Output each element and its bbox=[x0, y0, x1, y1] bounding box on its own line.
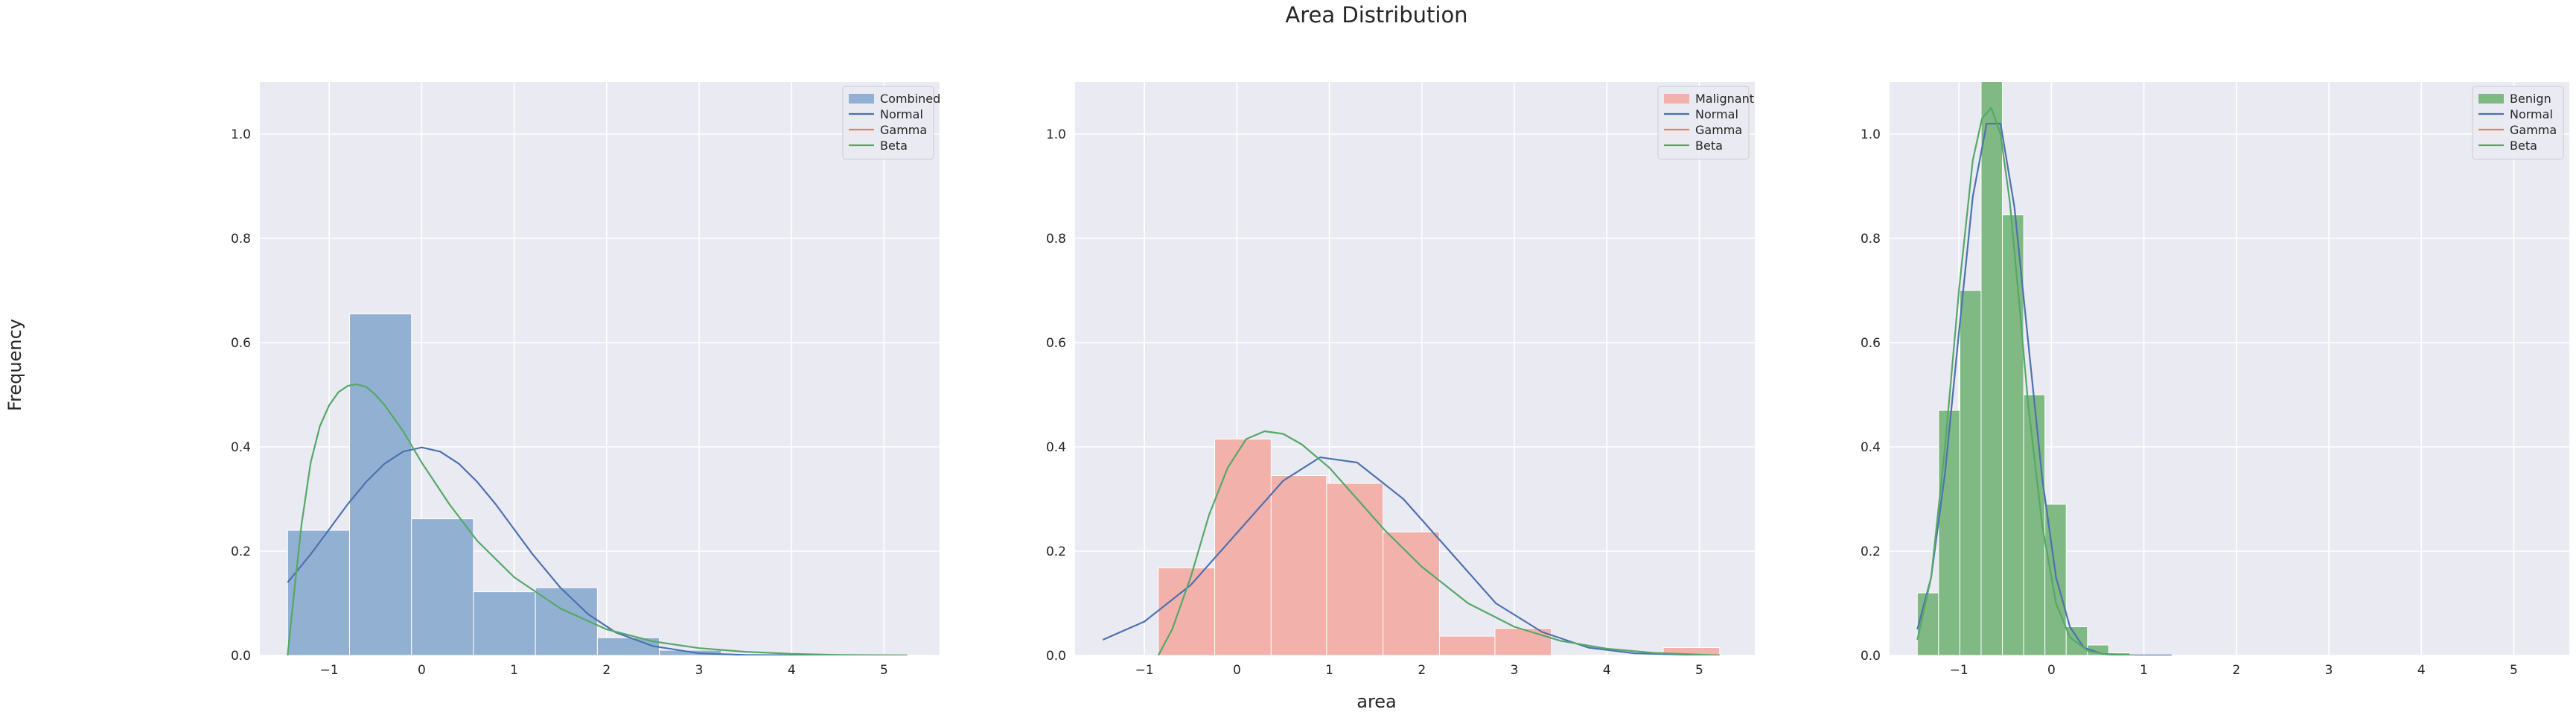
x-tick-label: 3 bbox=[2325, 663, 2333, 678]
y-tick-label: 0.8 bbox=[231, 232, 251, 247]
y-tick-label: 0.0 bbox=[1046, 649, 1066, 664]
series-line-normal bbox=[1916, 122, 2172, 655]
histogram-bar bbox=[348, 314, 412, 655]
panel-combined: −1 0 1 2 3 4 5 0.0 0.2 0.4 0.6 0.8 1.0 CombinedNormal… bbox=[231, 82, 940, 678]
legend-label: Normal bbox=[880, 107, 923, 121]
legend-swatch bbox=[849, 94, 874, 104]
histogram-bar bbox=[1270, 475, 1327, 655]
x-tick-label: 2 bbox=[1418, 663, 1426, 678]
y-tick-label: 0.6 bbox=[231, 336, 251, 351]
series-line-beta bbox=[287, 383, 908, 655]
histogram-bar bbox=[1980, 82, 2003, 655]
x-tick-label: −1 bbox=[1950, 663, 1968, 678]
legend-label: Benign bbox=[2510, 92, 2551, 106]
y-tick-label: 0.6 bbox=[1046, 336, 1066, 351]
x-tick-label: 4 bbox=[788, 663, 796, 678]
legend-label: Combined bbox=[880, 92, 940, 106]
x-axis-label: area bbox=[1356, 691, 1397, 712]
histogram-bar bbox=[1662, 647, 1721, 655]
panel-malignant: −1 0 1 2 3 4 5 0.0 0.2 0.4 0.6 0.8 1.0 MalignantNorma… bbox=[1046, 82, 1755, 678]
histogram-bar bbox=[287, 530, 350, 655]
histogram-bar bbox=[1438, 635, 1496, 655]
figure-title: Area Distribution bbox=[1285, 2, 1467, 28]
chart-panels: −1 0 1 2 3 4 50.00.20.40.60.81.0CombinedNormal… bbox=[231, 82, 2569, 678]
histogram-bar bbox=[2065, 626, 2088, 655]
histogram-bar bbox=[659, 649, 722, 655]
histogram-bar bbox=[1959, 290, 1982, 655]
legend-label: Beta bbox=[1695, 139, 1723, 153]
x-tick-label: −1 bbox=[1135, 663, 1154, 678]
y-tick-label: 0.4 bbox=[231, 440, 251, 455]
y-tick-label: 1.0 bbox=[1046, 127, 1066, 142]
x-tick-label: 5 bbox=[1695, 663, 1703, 678]
x-tick-label: 1 bbox=[1325, 663, 1333, 678]
x-tick-label: 4 bbox=[2417, 663, 2426, 678]
x-tick-label: 1 bbox=[510, 663, 518, 678]
histogram-bar bbox=[2002, 215, 2024, 655]
y-tick-label: 0.4 bbox=[1861, 440, 1881, 455]
legend-label: Gamma bbox=[2510, 123, 2557, 137]
legend-frame bbox=[1657, 86, 1750, 160]
histogram-bar bbox=[473, 591, 536, 655]
series-line-beta bbox=[1157, 430, 1720, 655]
plot-area bbox=[287, 314, 908, 655]
x-tick-label: 3 bbox=[695, 663, 704, 678]
legend-label: Normal bbox=[2510, 107, 2553, 121]
legend-label: Malignant bbox=[1695, 92, 1754, 106]
x-tick-label: 4 bbox=[1603, 663, 1611, 678]
legend-swatch bbox=[2478, 94, 2504, 104]
x-tick-label: 2 bbox=[602, 663, 610, 678]
y-tick-label: 0.4 bbox=[1046, 440, 1066, 455]
histogram-bar bbox=[1158, 567, 1216, 655]
y-tick-label: 0.0 bbox=[231, 649, 251, 664]
histogram-bar bbox=[2044, 503, 2067, 655]
legend-frame bbox=[842, 86, 934, 160]
legend-frame bbox=[2472, 86, 2564, 160]
x-tick-label: 3 bbox=[1511, 663, 1519, 678]
y-tick-label: 0.2 bbox=[1046, 544, 1066, 559]
histogram-bar bbox=[1938, 410, 1960, 655]
x-tick-label: −1 bbox=[320, 663, 339, 678]
y-tick-label: 0.2 bbox=[231, 544, 251, 559]
y-tick-label: 0.6 bbox=[1861, 336, 1881, 351]
y-tick-label: 0.8 bbox=[1861, 232, 1881, 247]
y-tick-label: 1.0 bbox=[1861, 127, 1881, 142]
x-tick-label: 0 bbox=[418, 663, 426, 678]
y-tick-label: 1.0 bbox=[231, 127, 251, 142]
histogram-bar bbox=[1383, 531, 1440, 655]
legend-label: Beta bbox=[2510, 139, 2537, 153]
y-tick-label: 0.2 bbox=[1861, 544, 1881, 559]
legend-label: Gamma bbox=[880, 123, 927, 137]
x-tick-label: 1 bbox=[2140, 663, 2148, 678]
plot-area bbox=[1916, 82, 2172, 655]
x-tick-label: 0 bbox=[1233, 663, 1241, 678]
legend-label: Beta bbox=[880, 139, 908, 153]
series-line-normal bbox=[287, 446, 908, 655]
y-tick-label: 0.8 bbox=[1046, 232, 1066, 247]
x-tick-label: 2 bbox=[2232, 663, 2240, 678]
histogram-bar bbox=[1494, 628, 1552, 655]
legend-swatch bbox=[1664, 94, 1689, 104]
y-tick-label: 0.0 bbox=[1861, 649, 1881, 664]
x-tick-label: 5 bbox=[2510, 663, 2518, 678]
histogram-bar bbox=[1326, 483, 1384, 655]
x-tick-label: 5 bbox=[880, 663, 888, 678]
legend-label: Normal bbox=[1695, 107, 1738, 121]
x-tick-label: 0 bbox=[2047, 663, 2056, 678]
series-line-beta bbox=[1916, 107, 2135, 655]
histogram-bar bbox=[411, 518, 474, 655]
plot-area bbox=[1102, 430, 1721, 655]
y-axis-label: Frequency bbox=[4, 319, 25, 411]
legend-label: Gamma bbox=[1695, 123, 1742, 137]
